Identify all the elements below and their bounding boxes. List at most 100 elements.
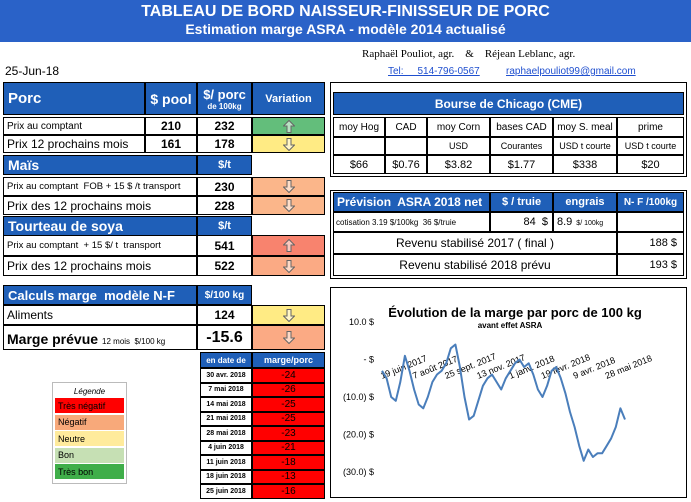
col-header-text: $ / truie bbox=[501, 196, 542, 208]
chicago-value-text: $1.77 bbox=[507, 158, 536, 171]
title: TABLEAU DE BORD NAISSEUR-FINISSEUR DE PO… bbox=[141, 3, 550, 20]
col-header: $ pool bbox=[145, 82, 197, 115]
col-header: $/t bbox=[197, 216, 252, 236]
history-header-text: marge/porc bbox=[263, 355, 314, 365]
chicago-col-text: prime bbox=[637, 121, 663, 133]
history-date-text: 28 mai 2018 bbox=[206, 429, 246, 437]
variation-cell bbox=[252, 196, 325, 215]
row-label-text: Prix au comptant + 15 $/ t transport bbox=[7, 240, 161, 251]
history-date-text: 30 avr. 2018 bbox=[206, 371, 246, 379]
chicago-col-text: moy Corn bbox=[436, 121, 481, 133]
history-date-text: 4 juin 2018 bbox=[208, 444, 244, 452]
row-value: 124 bbox=[197, 305, 252, 325]
authors: Raphaël Pouliot, agr. & Réjean Leblanc, … bbox=[362, 48, 576, 60]
price-value-text: 228 bbox=[214, 198, 235, 213]
section-title-text: Maïs bbox=[8, 157, 40, 173]
phone: Tel: 514-796-0567 bbox=[388, 66, 480, 77]
history-value-text: -25 bbox=[281, 398, 296, 410]
prevision-title-text: Prévision ASRA 2018 net bbox=[337, 195, 483, 209]
variation-arrow bbox=[282, 308, 295, 322]
y-tick-label: 10.0 $ bbox=[349, 317, 374, 327]
history-value: -13 bbox=[252, 469, 325, 484]
cotisation-text: cotisation 3.19 $/100kg 36 $/truie bbox=[336, 217, 457, 227]
col-header-text: engrais bbox=[565, 196, 605, 208]
row-label: Prix des 12 prochains mois bbox=[3, 256, 197, 276]
price-value-text: 230 bbox=[214, 179, 235, 194]
history-date: 18 juin 2018 bbox=[200, 469, 252, 484]
y-tick-label: (10.0) $ bbox=[343, 392, 374, 402]
variation-cell bbox=[252, 117, 325, 135]
legend-item: Très bon bbox=[55, 464, 124, 479]
engrais-unit: $/ 100kg bbox=[576, 220, 604, 227]
chicago-value: $20 bbox=[617, 155, 684, 174]
chicago-title-text: Bourse de Chicago (CME) bbox=[434, 96, 583, 111]
chicago-unit-text: USD bbox=[448, 141, 468, 151]
chicago-unit-text: USD t courte bbox=[624, 141, 677, 151]
history-date: 4 juin 2018 bbox=[200, 440, 252, 455]
prevision-frame bbox=[330, 190, 687, 279]
chicago-unit: Courantes bbox=[490, 137, 553, 155]
col-header-text: $ pool bbox=[150, 90, 192, 107]
history-date-text: 21 mai 2018 bbox=[206, 415, 246, 423]
row-label: Prix 12 prochains mois bbox=[3, 135, 145, 153]
chicago-col-text: bases CAD bbox=[496, 121, 547, 133]
variation-cell bbox=[252, 135, 325, 153]
col-header-text: $/100 kg bbox=[204, 289, 245, 301]
chicago-value-text: $20 bbox=[641, 158, 660, 171]
chicago-unit bbox=[385, 137, 427, 155]
chicago-col: moy S. meal bbox=[553, 117, 617, 137]
variation-cell bbox=[252, 177, 325, 196]
marge-note: 12 mois $/100 kg bbox=[102, 337, 166, 346]
history-date: 30 avr. 2018 bbox=[200, 368, 252, 383]
chart: Évolution de la marge par porc de 100 kg… bbox=[343, 305, 653, 477]
marge-label-text: Marge prévue bbox=[7, 331, 99, 347]
chicago-col-text: CAD bbox=[395, 121, 417, 133]
variation-arrow bbox=[282, 137, 295, 151]
prevision-title: Prévision ASRA 2018 net bbox=[333, 192, 490, 212]
pool-value: 161 bbox=[145, 135, 197, 153]
revenu-value: 193 $ bbox=[617, 254, 684, 276]
legend-item: Très négatif bbox=[55, 398, 124, 413]
history-date: 11 juin 2018 bbox=[200, 455, 252, 470]
col-header: $/100 kg bbox=[197, 285, 252, 305]
empty-cell bbox=[617, 212, 684, 232]
pool-value-text: 210 bbox=[160, 119, 182, 133]
chicago-unit bbox=[333, 137, 385, 155]
history-value: -25 bbox=[252, 397, 325, 412]
history-header: marge/porc bbox=[252, 352, 325, 368]
chicago-unit-text: Courantes bbox=[500, 141, 543, 151]
history-value: -16 bbox=[252, 484, 325, 499]
chicago-col-text: moy Hog bbox=[338, 121, 379, 133]
revenu-value-text: 188 $ bbox=[649, 237, 677, 249]
revenu-value-text: 193 $ bbox=[649, 259, 677, 271]
y-tick-label: (30.0) $ bbox=[343, 467, 374, 477]
variation-cell bbox=[252, 235, 325, 256]
col-header: engrais bbox=[553, 192, 617, 212]
history-date-text: 11 juin 2018 bbox=[206, 458, 246, 466]
col-header-text: $/t bbox=[218, 159, 231, 171]
history-date-text: 7 mai 2018 bbox=[208, 386, 244, 394]
revenu-label: Revenu stabilisé 2018 prévu bbox=[333, 254, 617, 276]
history-date-text: 25 juin 2018 bbox=[206, 487, 246, 495]
col-header-unit: de 100kg bbox=[207, 101, 242, 111]
legend-item-text: Négatif bbox=[58, 417, 87, 427]
marge-label: Marge prévue 12 mois $/100 kg bbox=[3, 325, 197, 350]
chart-title: Évolution de la marge par porc de 100 kg bbox=[388, 305, 642, 320]
engrais-value: 8.9 bbox=[557, 216, 573, 228]
variation-cell bbox=[252, 325, 325, 350]
row-label: Prix au comptant + 15 $/ t transport bbox=[3, 235, 197, 256]
marge-value-text: -15.6 bbox=[206, 328, 243, 346]
history-value-text: -26 bbox=[281, 384, 296, 396]
arrow-shape bbox=[282, 308, 295, 322]
price-value-text: 541 bbox=[214, 238, 235, 253]
price-value: 178 bbox=[197, 135, 252, 153]
col-header: $/ porc de 100kg bbox=[197, 82, 252, 115]
variation-cell bbox=[252, 256, 325, 276]
truie-value-text: 84 $ bbox=[523, 216, 548, 228]
price-value: 522 bbox=[197, 256, 252, 276]
legend-item: Négatif bbox=[55, 414, 124, 430]
history-date: 14 mai 2018 bbox=[200, 397, 252, 412]
title-bar bbox=[0, 0, 691, 42]
history-value-text: -21 bbox=[281, 442, 296, 454]
